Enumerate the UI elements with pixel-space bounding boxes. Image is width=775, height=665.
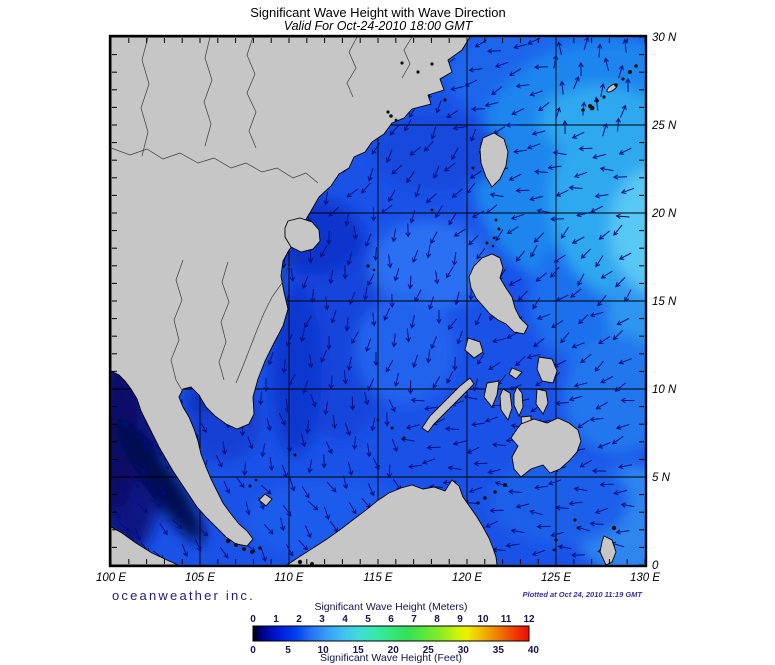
legend-feet-value: 25 bbox=[423, 645, 435, 656]
land-masbate bbox=[508, 367, 523, 380]
land-taiwan bbox=[479, 132, 509, 188]
land-cebu bbox=[513, 386, 524, 418]
y-axis-label: 5 N bbox=[652, 472, 671, 484]
land-masses bbox=[111, 37, 618, 565]
x-axis-label: 105 E bbox=[185, 572, 215, 584]
legend-meters-ticks: 0 1 2 3 4 5 6 7 8 9 10 11 12 bbox=[250, 614, 535, 625]
x-axis-label: 130 E bbox=[630, 572, 660, 584]
legend-meters-value: 10 bbox=[477, 614, 489, 625]
land-mindoro bbox=[464, 337, 484, 359]
graticule-grid bbox=[111, 37, 645, 565]
legend-meters-value: 7 bbox=[411, 614, 417, 625]
page-title: Significant Wave Height with Wave Direct… bbox=[250, 5, 506, 20]
longitude-axis-labels: 100 E 105 E 110 E 115 E 120 E 125 E 130 E bbox=[96, 572, 660, 584]
legend-color-bar bbox=[252, 625, 530, 642]
land-palawan bbox=[421, 377, 475, 433]
land-samar bbox=[536, 356, 558, 384]
legend-feet-title: Significant Wave Height (Feet) bbox=[320, 652, 462, 664]
y-axis-label: 30 N bbox=[652, 32, 677, 44]
valid-time-subtitle: Valid For Oct-24-2010 18:00 GMT bbox=[284, 19, 474, 33]
legend-feet-value: 10 bbox=[318, 645, 330, 656]
y-axis-label: 20 N bbox=[651, 208, 677, 220]
x-axis-label: 100 E bbox=[96, 572, 126, 584]
land-leyte bbox=[535, 388, 549, 415]
land-mindanao bbox=[510, 417, 582, 478]
y-axis-label: 10 N bbox=[652, 384, 677, 396]
legend-meters-value: 0 bbox=[250, 614, 256, 625]
land-luzon bbox=[468, 253, 529, 335]
x-axis-label: 120 E bbox=[452, 572, 482, 584]
legend-feet-value: 20 bbox=[388, 645, 400, 656]
map-area bbox=[111, 37, 645, 565]
land-negros bbox=[499, 388, 513, 421]
land-panay bbox=[483, 380, 500, 408]
oceanweather-branding: oceanweather inc. bbox=[112, 588, 255, 603]
legend-meters-value: 11 bbox=[501, 614, 512, 625]
legend-meters-value: 12 bbox=[523, 614, 535, 625]
legend-feet-value: 15 bbox=[353, 645, 365, 656]
y-axis-label: 25 N bbox=[651, 120, 677, 132]
land-borneo bbox=[286, 479, 498, 565]
legend-meters-value: 6 bbox=[388, 614, 394, 625]
small-islands bbox=[225, 61, 638, 565]
legend-meters-value: 5 bbox=[365, 614, 371, 625]
legend-feet-value: 0 bbox=[250, 645, 256, 656]
legend-feet-ticks: 0 5 10 15 20 25 30 35 40 bbox=[250, 645, 539, 656]
legend-meters-value: 8 bbox=[434, 614, 440, 625]
land-asia-mainland bbox=[111, 37, 471, 547]
latitude-axis-labels: 30 N 25 N 20 N 15 N 10 N 5 N 0 bbox=[651, 32, 677, 572]
legend-meters-title: Significant Wave Height (Meters) bbox=[314, 601, 467, 613]
map-frame bbox=[108, 34, 648, 568]
legend-meters-value: 4 bbox=[342, 614, 348, 625]
degree-tick-marks bbox=[110, 36, 646, 566]
land-hainan bbox=[284, 217, 321, 253]
y-axis-label: 0 bbox=[652, 560, 659, 572]
land-natuna bbox=[258, 493, 273, 507]
legend-meters-value: 2 bbox=[296, 614, 302, 625]
legend-feet-value: 35 bbox=[493, 645, 505, 656]
legend-feet-value: 30 bbox=[458, 645, 470, 656]
land-sumatra bbox=[111, 526, 179, 565]
wave-height-shading bbox=[111, 37, 645, 565]
legend-meters-value: 9 bbox=[457, 614, 463, 625]
plotted-timestamp: Plotted at Oct 24, 2010 11:19 GMT bbox=[523, 590, 644, 599]
x-axis-label: 110 E bbox=[274, 572, 304, 584]
x-axis-label: 115 E bbox=[363, 572, 393, 584]
legend-meters-value: 1 bbox=[273, 614, 279, 625]
legend-feet-value: 5 bbox=[285, 645, 291, 656]
legend-meters-value: 3 bbox=[319, 614, 325, 625]
country-borders bbox=[111, 37, 413, 393]
legend-feet-value: 40 bbox=[528, 645, 540, 656]
x-axis-label: 125 E bbox=[541, 572, 571, 584]
y-axis-label: 15 N bbox=[652, 296, 677, 308]
